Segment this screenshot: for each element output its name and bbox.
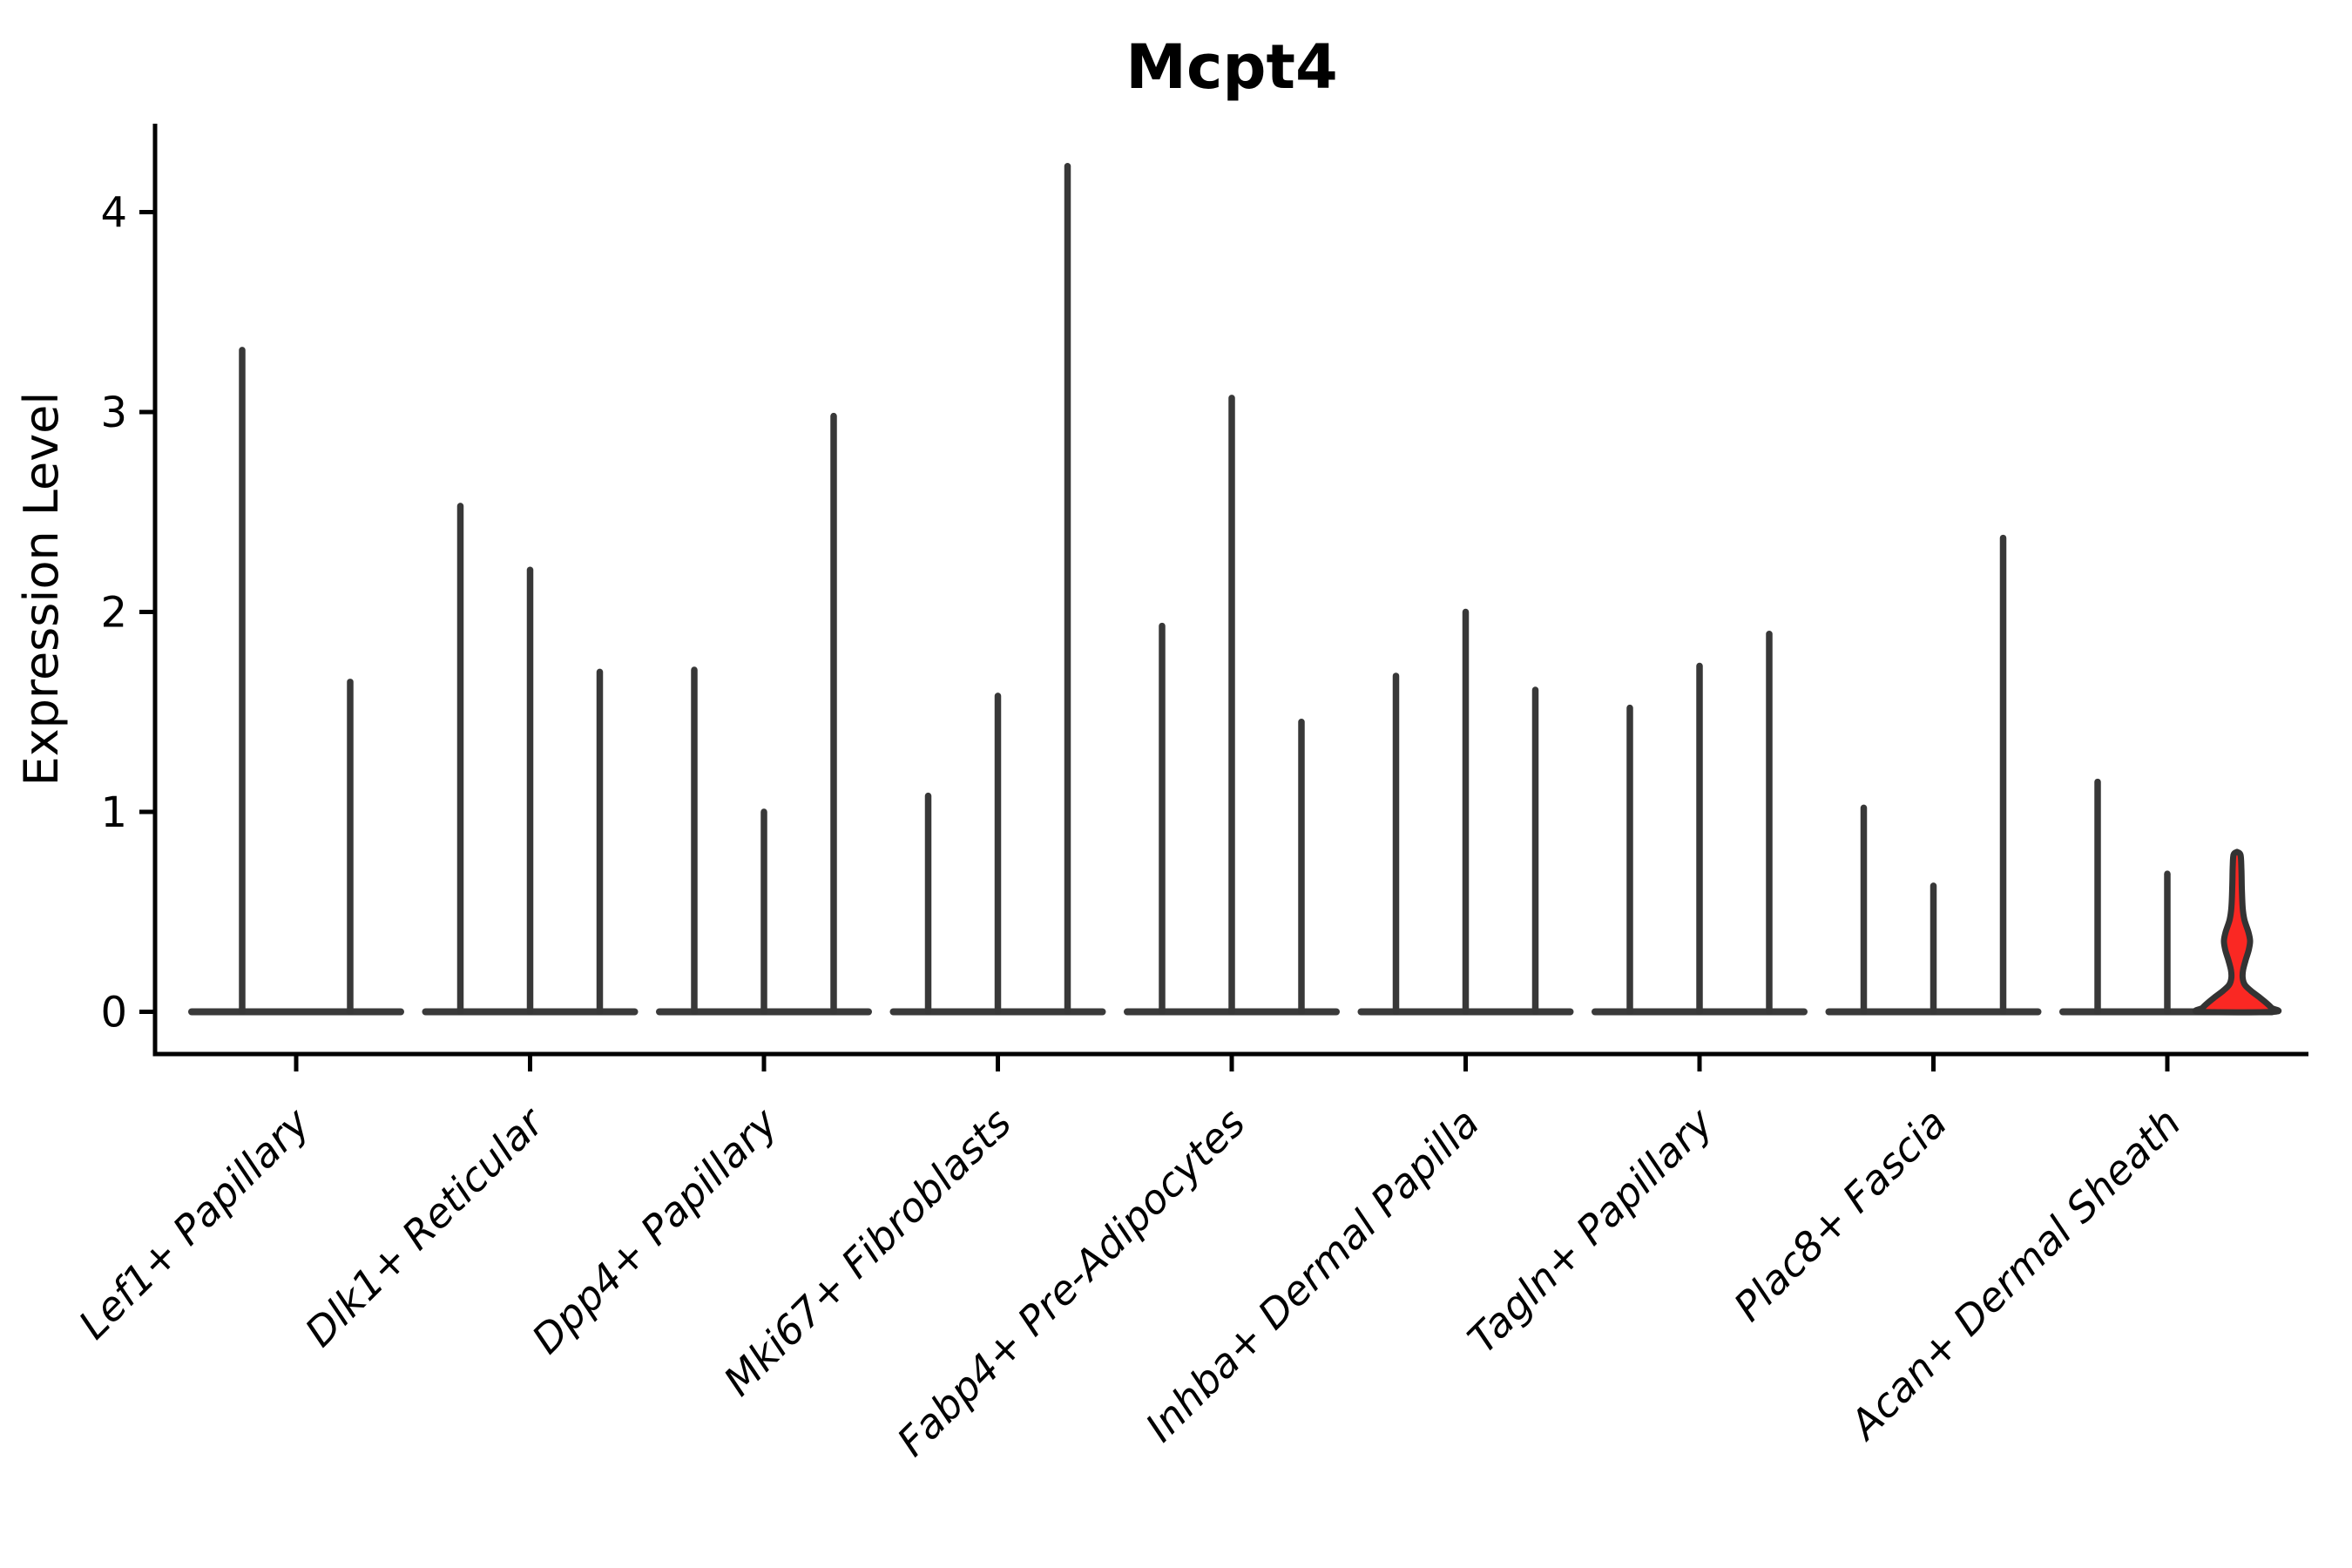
y-tick-label: 3 [100,389,127,437]
chart-title: Mcpt4 [1125,31,1337,103]
violins-layer [188,162,2282,1016]
violin-baseline [188,1008,404,1016]
y-tick-label: 4 [100,189,127,238]
y-axis-label: Expression Level [14,392,69,787]
red-violin [2192,848,2282,1016]
y-axis-ticks: 0 1 2 3 4 [100,189,155,1037]
y-tick-label: 2 [100,589,127,638]
x-tick-label: Lef1+ Papillary [70,1098,319,1348]
y-tick-label: 0 [100,989,127,1037]
x-tick-label: Dlk1+ Reticular [296,1097,555,1355]
x-tick-label: Plac8+ Fascia [1725,1099,1956,1330]
y-tick-label: 1 [100,788,127,837]
x-tick-label: Dpp4+ Papillary [523,1098,787,1362]
x-tick-label: Tagln+ Papillary [1458,1098,1722,1362]
